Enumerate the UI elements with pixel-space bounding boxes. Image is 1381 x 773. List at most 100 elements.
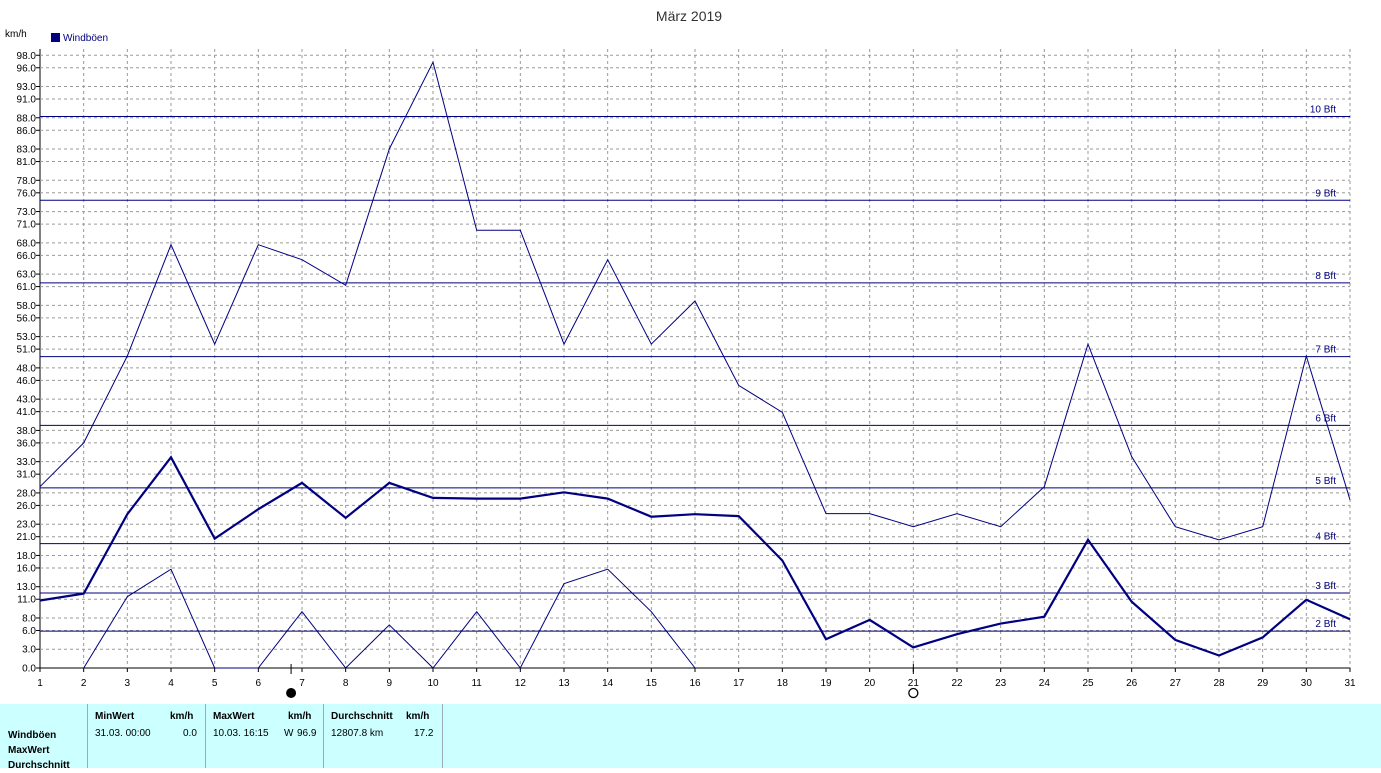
max-date: 10.03. 16:15: [213, 728, 269, 739]
beaufort-label: 3 Bft: [1315, 581, 1336, 592]
y-tick-label: 88.0: [17, 113, 37, 124]
max-value: 96.9: [297, 728, 317, 739]
x-tick-label: 4: [168, 678, 174, 689]
max-header: MaxWert: [213, 711, 255, 722]
y-tick-label: 68.0: [17, 238, 37, 249]
chart-title: März 2019: [656, 8, 722, 24]
y-tick-label: 51.0: [17, 345, 37, 356]
series-line-avg: [39, 455, 1351, 657]
y-tick-label: 11.0: [17, 595, 36, 606]
y-tick-label: 3.0: [22, 645, 36, 656]
y-tick-label: 48.0: [17, 363, 37, 374]
grid: [39, 49, 1351, 669]
x-tick-label: 8: [343, 678, 349, 689]
y-tick-label: 63.0: [17, 270, 37, 281]
y-tick-label: 58.0: [17, 301, 37, 312]
x-tick-label: 14: [602, 678, 614, 689]
beaufort-label: 9 Bft: [1315, 188, 1336, 199]
x-tick-label: 1: [37, 678, 43, 689]
x-tick-label: 22: [951, 678, 963, 689]
x-tick-label: 23: [995, 678, 1007, 689]
x-tick-label: 29: [1257, 678, 1269, 689]
y-tick-label: 0.0: [22, 664, 36, 675]
moon-markers: [286, 664, 919, 699]
beaufort-label: 10 Bft: [1310, 105, 1336, 116]
max-direction: W: [284, 728, 294, 739]
y-tick-label: 81.0: [17, 157, 37, 168]
legend-label: Windböen: [63, 33, 108, 44]
y-tick-label: 18.0: [17, 551, 37, 562]
x-tick-label: 20: [864, 678, 876, 689]
y-tick-label: 93.0: [17, 82, 37, 93]
y-tick-label: 33.0: [17, 457, 37, 468]
beaufort-label: 8 Bft: [1315, 271, 1336, 282]
beaufort-label: 5 Bft: [1315, 476, 1336, 487]
x-tick-label: 15: [646, 678, 658, 689]
x-tick-label: 16: [689, 678, 701, 689]
x-tick-label: 19: [820, 678, 832, 689]
y-tick-label: 96.0: [17, 63, 37, 74]
x-tick-label: 9: [387, 678, 393, 689]
y-tick-label: 53.0: [17, 332, 37, 343]
y-tick-label: 6.0: [22, 626, 36, 637]
min-header: MinWert: [95, 711, 135, 722]
x-tick-label: 5: [212, 678, 218, 689]
x-tick-label: 7: [299, 678, 305, 689]
y-tick-label: 41.0: [17, 407, 37, 418]
y-axis-ticks: 0.0 3.0 6.0 8.0 11.0 13.0 16.018.0 21.023.0 26.0…: [17, 51, 40, 675]
x-tick-label: 3: [125, 678, 131, 689]
x-tick-label: 26: [1126, 678, 1138, 689]
x-tick-label: 6: [256, 678, 262, 689]
y-tick-label: 28.0: [17, 488, 37, 499]
avg-unit: km/h: [406, 711, 430, 722]
new-moon-icon: [286, 688, 297, 698]
y-tick-label: 46.0: [17, 376, 37, 387]
beaufort-label: 4 Bft: [1315, 532, 1336, 543]
stats-row-label: Durchschnitt: [8, 760, 70, 771]
y-tick-label: 16.0: [17, 563, 37, 574]
y-tick-label: 98.0: [17, 51, 37, 62]
y-tick-label: 21.0: [17, 532, 37, 543]
wind-chart: März 2019 km/h Windböen 2 Bft 3 Bft 4 Bft 5…: [5, 8, 1356, 699]
x-tick-label: 11: [471, 678, 482, 689]
beaufort-label: 2 Bft: [1315, 619, 1336, 630]
min-unit: km/h: [170, 711, 194, 722]
y-tick-label: 91.0: [17, 95, 37, 106]
stats-row-labels: Windböen MaxWert Durchschnitt: [8, 728, 70, 773]
series-line-max: [39, 60, 1351, 541]
beaufort-label: 7 Bft: [1315, 345, 1336, 356]
avg-distance: 12807.8 km: [331, 728, 384, 739]
y-tick-label: 13.0: [17, 582, 37, 593]
avg-header: Durchschnitt: [331, 711, 393, 722]
stats-min-column: MinWert km/h 31.03. 00:00 0.0: [87, 704, 205, 768]
x-tick-label: 30: [1301, 678, 1313, 689]
y-tick-label: 61.0: [17, 282, 37, 293]
y-tick-label: 43.0: [17, 395, 37, 406]
x-tick-label: 28: [1213, 678, 1225, 689]
x-tick-label: 31: [1344, 678, 1356, 689]
x-tick-label: 21: [908, 678, 920, 689]
y-tick-label: 36.0: [17, 438, 37, 449]
min-value: 0.0: [183, 728, 197, 739]
x-tick-label: 13: [558, 678, 570, 689]
y-tick-label: 38.0: [17, 426, 37, 437]
x-axis-ticks: 1 2 3 4 5 6 7 8 9 10 11 12 13 14 15 16 17 18 19 20 21 22 23 24 2…: [37, 668, 1356, 689]
legend-swatch: [51, 33, 60, 42]
x-tick-label: 2: [81, 678, 87, 689]
stats-max-column: MaxWert km/h 10.03. 16:15 W 96.9: [205, 704, 323, 768]
x-tick-label: 18: [777, 678, 789, 689]
full-moon-icon: [908, 687, 919, 699]
y-tick-label: 31.0: [17, 470, 37, 481]
y-tick-label: 86.0: [17, 126, 37, 137]
x-tick-label: 24: [1039, 678, 1051, 689]
y-tick-label: 83.0: [17, 145, 37, 156]
max-unit: km/h: [288, 711, 312, 722]
y-tick-label: 76.0: [17, 188, 37, 199]
y-tick-label: 71.0: [17, 220, 37, 231]
y-tick-label: 73.0: [17, 207, 37, 218]
y-tick-label: 56.0: [17, 313, 37, 324]
y-axis-unit: km/h: [5, 29, 27, 40]
x-tick-label: 17: [733, 678, 745, 689]
avg-value: 17.2: [414, 728, 434, 739]
